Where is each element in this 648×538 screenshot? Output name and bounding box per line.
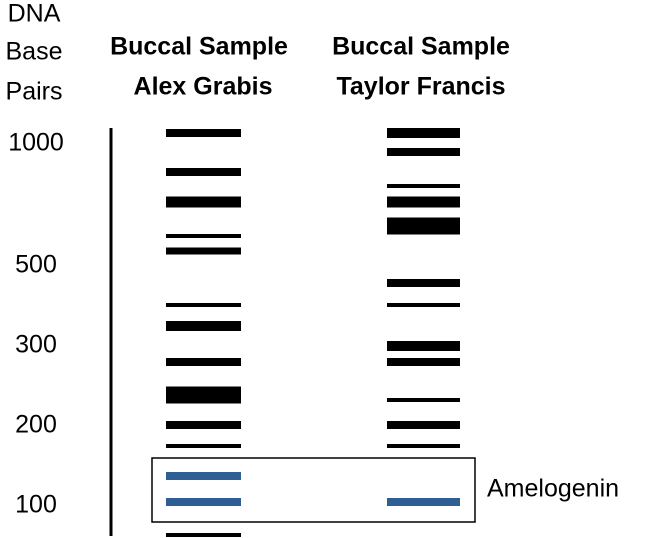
axis-title: Pairs — [6, 78, 63, 106]
band — [166, 321, 241, 331]
band — [166, 358, 241, 366]
axis-title: Base — [6, 38, 63, 66]
band — [166, 421, 241, 429]
band — [387, 196, 460, 208]
bands — [166, 128, 460, 537]
band — [166, 444, 241, 448]
band — [387, 148, 460, 156]
annotation: Amelogenin — [487, 475, 619, 503]
axis-title: DNA — [8, 0, 61, 28]
band — [166, 247, 241, 255]
band — [166, 196, 241, 208]
band — [387, 421, 460, 429]
band — [166, 168, 241, 176]
lane-heading: Taylor Francis — [336, 73, 505, 101]
scale-label: 500 — [15, 251, 57, 279]
band — [387, 128, 460, 138]
amelogenin-band — [166, 498, 241, 506]
amelogenin-box — [151, 457, 476, 523]
band — [166, 386, 241, 404]
lane-heading: Buccal Sample — [110, 33, 288, 61]
scale-label: 100 — [15, 491, 57, 519]
band — [387, 358, 460, 366]
band — [166, 303, 241, 307]
band — [166, 533, 241, 537]
band — [387, 303, 460, 307]
amelogenin-band — [166, 472, 241, 480]
lane-heading: Alex Grabis — [134, 73, 273, 101]
scale-label: 1000 — [8, 129, 64, 157]
scale-label: 200 — [15, 411, 57, 439]
band — [387, 279, 460, 287]
band — [387, 444, 460, 448]
band — [387, 184, 460, 188]
band — [387, 217, 460, 235]
amelogenin-band — [387, 498, 460, 506]
band — [166, 234, 241, 238]
band — [387, 341, 460, 351]
band — [387, 398, 460, 402]
scale-label: 300 — [15, 331, 57, 359]
band — [166, 129, 241, 137]
lane-heading: Buccal Sample — [332, 33, 510, 61]
